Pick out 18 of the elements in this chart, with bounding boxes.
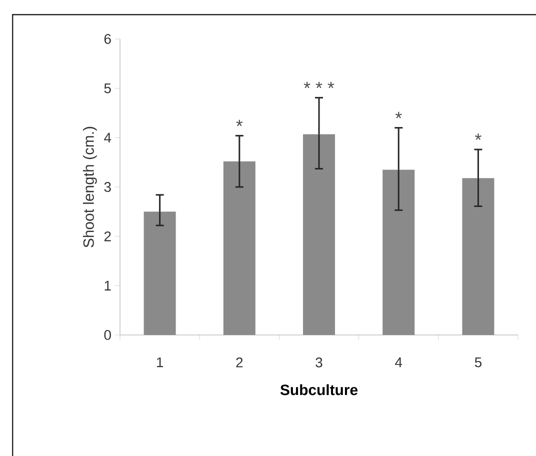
x-tick-label: 2 — [236, 357, 243, 368]
x-tick-label: 1 — [156, 358, 164, 368]
y-tick-label: 1 — [104, 280, 111, 290]
annotation: * — [236, 120, 243, 126]
x-tick-label: 4 — [395, 358, 402, 368]
x-axis-title: Subculture — [280, 384, 358, 396]
x-tick-label: 5 — [474, 358, 482, 368]
y-tick-label: 3 — [104, 182, 111, 192]
y-tick-label: 0 — [104, 330, 111, 340]
y-axis-title: Shoot length (cm.) — [82, 126, 97, 248]
annotation: * * * — [304, 82, 334, 88]
annotation: * — [475, 134, 482, 140]
x-tick-label: 3 — [316, 357, 322, 368]
y-tick-label: 5 — [104, 83, 111, 94]
y-tick-label: 2 — [104, 231, 111, 242]
annotation: * — [395, 112, 402, 118]
y-tick-label: 4 — [104, 132, 112, 142]
y-tick-label: 6 — [104, 34, 111, 44]
